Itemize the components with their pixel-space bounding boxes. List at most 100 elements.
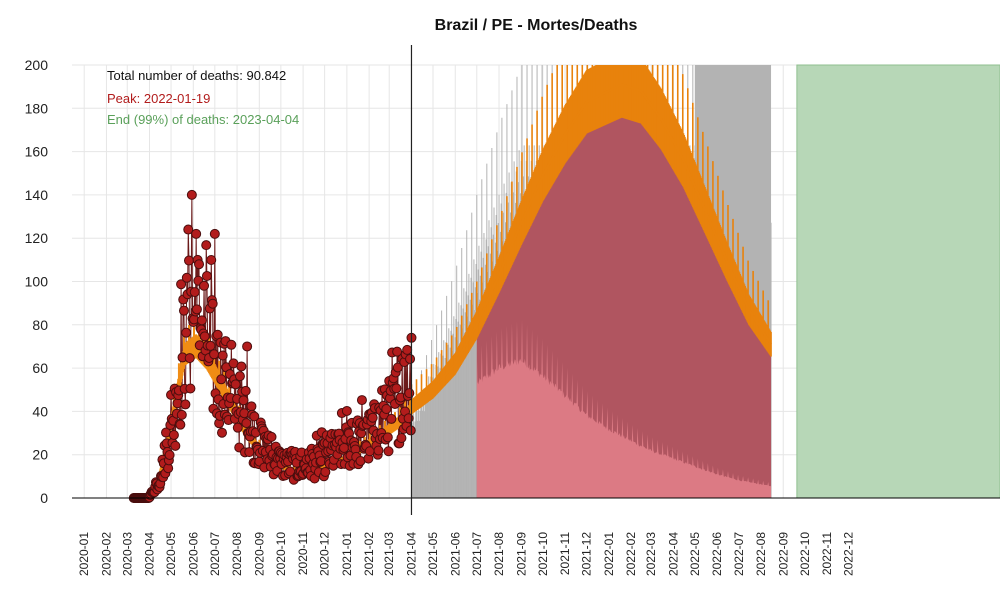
x-tick-label: 2022-06 bbox=[710, 532, 724, 576]
observed-point bbox=[170, 440, 181, 451]
observed-point bbox=[191, 304, 202, 315]
observed-point bbox=[176, 279, 187, 290]
observed-point bbox=[356, 395, 367, 406]
x-tick-label: 2022-10 bbox=[798, 532, 812, 576]
observed-point bbox=[181, 272, 192, 283]
observed-point bbox=[186, 189, 197, 200]
observed-point bbox=[232, 422, 243, 433]
x-tick-label: 2021-01 bbox=[340, 532, 354, 576]
peak-annotation: Peak: 2022-01-19 bbox=[107, 91, 210, 106]
x-tick-label: 2020-05 bbox=[164, 532, 178, 576]
y-tick-label: 20 bbox=[32, 447, 48, 463]
observed-point bbox=[373, 445, 384, 456]
x-tick-label: 2022-02 bbox=[624, 532, 638, 576]
y-axis-ticks: 0 20 40 60 80 100 120 140 160 180 200 bbox=[25, 57, 49, 506]
observed-point bbox=[339, 442, 350, 453]
observed-point bbox=[391, 383, 402, 394]
observed-point bbox=[199, 280, 210, 291]
x-tick-label: 2020-11 bbox=[296, 532, 310, 575]
y-tick-label: 160 bbox=[25, 144, 49, 160]
observed-point bbox=[249, 411, 260, 422]
observed-point bbox=[194, 259, 205, 270]
total-deaths-annotation: Total number of deaths: 90.842 bbox=[107, 68, 286, 83]
observed-point bbox=[217, 350, 228, 361]
observed-point bbox=[178, 305, 189, 316]
observed-point bbox=[320, 466, 331, 477]
observed-point bbox=[341, 405, 352, 416]
x-tick-label: 2021-11 bbox=[558, 532, 572, 575]
observed-point bbox=[189, 287, 200, 298]
observed-point bbox=[185, 383, 196, 394]
x-tick-label: 2021-02 bbox=[362, 532, 376, 576]
observed-point bbox=[230, 379, 241, 390]
observed-point bbox=[367, 412, 378, 423]
y-tick-label: 140 bbox=[25, 187, 49, 203]
observed-point bbox=[216, 374, 227, 385]
observed-point bbox=[234, 371, 245, 382]
y-tick-label: 120 bbox=[25, 230, 49, 246]
y-tick-label: 180 bbox=[25, 100, 49, 116]
x-tick-label: 2022-04 bbox=[666, 532, 680, 576]
x-tick-label: 2020-09 bbox=[252, 532, 266, 576]
observed-point bbox=[175, 419, 186, 430]
x-tick-label: 2020-01 bbox=[77, 532, 91, 576]
observed-point bbox=[226, 339, 237, 350]
observed-point bbox=[217, 427, 228, 438]
observed-point bbox=[266, 431, 277, 442]
y-tick-label: 40 bbox=[32, 403, 48, 419]
observed-point bbox=[403, 413, 414, 424]
projection-bars bbox=[410, 65, 772, 415]
observed-point bbox=[209, 349, 220, 360]
x-tick-label: 2021-12 bbox=[580, 532, 594, 576]
observed-series bbox=[128, 189, 417, 503]
x-tick-label: 2020-07 bbox=[208, 532, 222, 576]
observed-point bbox=[199, 331, 210, 342]
observed-point bbox=[383, 446, 394, 457]
x-tick-label: 2021-08 bbox=[492, 532, 506, 576]
observed-point bbox=[168, 429, 179, 440]
x-tick-label: 2020-04 bbox=[143, 532, 157, 576]
x-tick-label: 2022-09 bbox=[776, 532, 790, 576]
x-tick-label: 2022-08 bbox=[754, 532, 768, 576]
observed-point bbox=[184, 353, 195, 364]
axes bbox=[72, 45, 1000, 515]
observed-point bbox=[240, 385, 251, 396]
chart-title: Brazil / PE - Mortes/Deaths bbox=[435, 17, 638, 34]
y-tick-label: 100 bbox=[25, 274, 49, 290]
observed-point bbox=[392, 362, 403, 373]
observed-point bbox=[402, 344, 413, 355]
observed-point bbox=[205, 340, 216, 351]
y-tick-label: 80 bbox=[32, 317, 48, 333]
observed-point bbox=[180, 399, 191, 410]
x-tick-label: 2021-10 bbox=[536, 532, 550, 576]
observed-point bbox=[206, 254, 217, 265]
x-tick-label: 2020-02 bbox=[99, 532, 113, 576]
observed-point bbox=[176, 409, 187, 420]
end-of-deaths-band bbox=[796, 64, 1000, 499]
observed-point bbox=[191, 228, 202, 239]
x-tick-label: 2020-10 bbox=[274, 532, 288, 576]
observed-point bbox=[236, 361, 247, 372]
observed-point bbox=[241, 418, 252, 429]
observed-point bbox=[183, 224, 194, 235]
observed-point bbox=[386, 413, 397, 424]
observed-point bbox=[238, 395, 249, 406]
x-tick-label: 2020-12 bbox=[318, 532, 332, 576]
observed-point bbox=[209, 228, 220, 239]
x-tick-label: 2022-05 bbox=[688, 532, 702, 576]
observed-point bbox=[382, 432, 393, 443]
observed-point bbox=[381, 404, 392, 415]
x-axis-ticks: 2020-01 2020-02 2020-03 2020-04 2020-05 2020-… bbox=[77, 532, 855, 576]
observed-point bbox=[207, 298, 218, 309]
lower-projection-area bbox=[476, 319, 772, 498]
y-tick-label: 0 bbox=[40, 490, 48, 506]
x-tick-label: 2020-06 bbox=[186, 532, 200, 576]
x-tick-label: 2021-05 bbox=[426, 532, 440, 576]
x-tick-label: 2022-07 bbox=[732, 532, 746, 576]
observed-point bbox=[183, 255, 194, 266]
x-tick-label: 2021-03 bbox=[382, 532, 396, 576]
y-tick-label: 200 bbox=[25, 57, 49, 73]
x-tick-label: 2021-04 bbox=[404, 532, 418, 576]
